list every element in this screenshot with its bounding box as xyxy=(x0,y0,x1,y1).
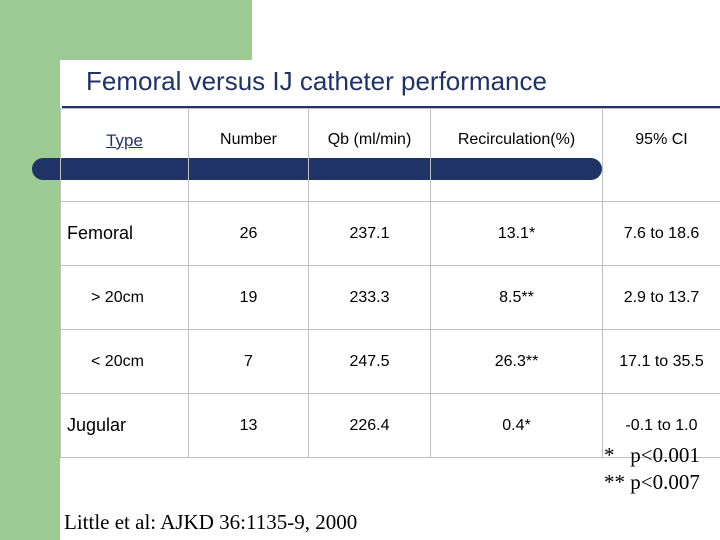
catheter-performance-table: Type Number Qb (ml/min) Recirculation(%)… xyxy=(60,108,720,458)
row-number: 26 xyxy=(188,201,309,266)
row-qb: 226.4 xyxy=(308,393,431,458)
row-number: 13 xyxy=(188,393,309,458)
row-number: 19 xyxy=(188,265,309,330)
row-number: 7 xyxy=(188,329,309,394)
table-header-row: Type Number Qb (ml/min) Recirculation(%)… xyxy=(60,108,720,202)
table-row: Jugular 13 226.4 0.4* -0.1 to 1.0 xyxy=(60,393,720,458)
row-type: < 20cm xyxy=(60,329,189,394)
row-type: > 20cm xyxy=(60,265,189,330)
table-row: > 20cm 19 233.3 8.5** 2.9 to 13.7 xyxy=(60,265,720,330)
header-qb: Qb (ml/min) xyxy=(308,108,431,202)
row-ci: 17.1 to 35.5 xyxy=(602,329,720,394)
row-qb: 237.1 xyxy=(308,201,431,266)
row-type: Jugular xyxy=(60,393,189,458)
header-ci: 95% CI xyxy=(602,108,720,202)
row-ci: 7.6 to 18.6 xyxy=(602,201,720,266)
table-row: < 20cm 7 247.5 26.3** 17.1 to 35.5 xyxy=(60,329,720,394)
decorative-green-header-block xyxy=(60,0,252,60)
footnote-p007: ** p<0.007 xyxy=(604,470,700,494)
row-recirculation: 0.4* xyxy=(430,393,603,458)
citation: Little et al: AJKD 36:1135-9, 2000 xyxy=(64,510,358,534)
decorative-green-sidebar xyxy=(0,0,60,540)
header-type: Type xyxy=(60,108,189,202)
row-ci: 2.9 to 13.7 xyxy=(602,265,720,330)
slide-title: Femoral versus IJ catheter performance xyxy=(86,66,547,96)
row-recirculation: 26.3** xyxy=(430,329,603,394)
row-qb: 233.3 xyxy=(308,265,431,330)
row-recirculation: 8.5** xyxy=(430,265,603,330)
table-row: Femoral 26 237.1 13.1* 7.6 to 18.6 xyxy=(60,201,720,266)
header-number: Number xyxy=(188,108,309,202)
footnote-p001: * p<0.001 xyxy=(604,443,700,467)
title-divider xyxy=(62,106,720,108)
row-qb: 247.5 xyxy=(308,329,431,394)
row-ci: -0.1 to 1.0 xyxy=(602,393,720,458)
footnotes: * p<0.001 ** p<0.007 xyxy=(604,442,700,496)
row-type: Femoral xyxy=(60,201,189,266)
row-recirculation: 13.1* xyxy=(430,201,603,266)
header-recirculation: Recirculation(%) xyxy=(430,108,603,202)
